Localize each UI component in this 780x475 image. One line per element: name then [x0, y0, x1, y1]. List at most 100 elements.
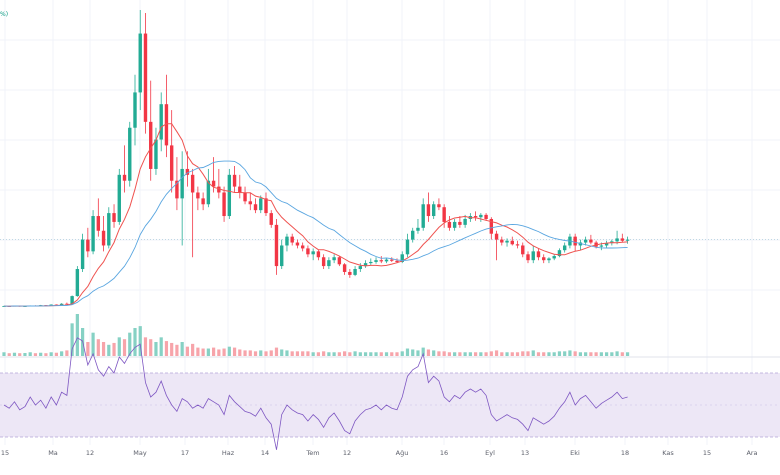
volume-bar — [217, 349, 221, 356]
candle-body — [458, 221, 462, 225]
volume-bar — [625, 352, 630, 356]
candle-body — [625, 239, 630, 241]
volume-bar — [274, 347, 279, 356]
candle-body — [54, 304, 59, 306]
candle-body — [573, 236, 577, 246]
volume-bar — [112, 342, 116, 356]
volume-bar — [474, 352, 478, 356]
candle-body — [421, 204, 425, 228]
volume-bar — [536, 352, 541, 356]
candle-body — [269, 213, 273, 225]
candle-body — [405, 239, 410, 255]
x-tick-label: 12 — [343, 449, 351, 457]
volume-bar — [269, 350, 273, 356]
volume-bar — [384, 352, 389, 356]
volume-bar — [185, 346, 189, 356]
candle-body — [547, 258, 551, 261]
candle-body — [107, 213, 111, 246]
volume-bar — [353, 351, 357, 356]
candle-body — [505, 240, 509, 243]
candle-body — [321, 257, 326, 267]
candle-body — [521, 245, 525, 255]
volume-bar — [7, 353, 11, 356]
candle-body — [348, 271, 352, 275]
volume-bar — [54, 352, 58, 356]
candle-body — [489, 218, 494, 234]
x-tick-label: Ağu — [396, 449, 409, 457]
candle-body — [190, 174, 195, 193]
volume-bar — [552, 352, 556, 356]
volume-bar — [379, 352, 383, 356]
x-tick-label: Tem — [305, 449, 319, 457]
volume-bar — [23, 353, 27, 356]
volume-bar — [494, 350, 499, 356]
candle-body — [353, 269, 357, 275]
x-tick-label: Haz — [222, 449, 235, 457]
candle-body — [154, 139, 158, 169]
volume-bar — [227, 346, 231, 356]
x-tick-label: 16 — [440, 449, 448, 457]
volume-bar — [400, 351, 404, 356]
volume-bar — [96, 339, 100, 356]
volume-bar — [175, 344, 179, 356]
volume-bar — [107, 344, 111, 356]
candle-body — [379, 260, 383, 262]
candle-body — [185, 168, 190, 175]
candle-body — [264, 198, 268, 214]
x-tick-label: 17 — [181, 449, 189, 457]
volume-bar — [75, 314, 79, 356]
volume-bar — [133, 328, 137, 356]
candle-body — [143, 33, 148, 122]
candles — [2, 10, 630, 307]
candle-body — [232, 174, 237, 187]
candle-body — [280, 245, 284, 267]
volume-bar — [563, 351, 567, 356]
volume-bar — [573, 351, 577, 356]
candle-body — [306, 248, 310, 255]
volume-bar — [416, 350, 420, 356]
candle-body — [589, 239, 593, 243]
volume-bar — [411, 349, 415, 356]
volume-bar — [44, 353, 48, 356]
x-tick-label: 15 — [703, 449, 711, 457]
volume-bar — [212, 347, 216, 356]
candle-body — [227, 174, 232, 217]
volume-bar — [164, 341, 169, 356]
candle-body — [211, 180, 216, 187]
volume-bar — [447, 352, 451, 356]
candle-body — [615, 238, 619, 242]
candle-body — [248, 201, 252, 205]
x-tick-label: 18 — [621, 449, 629, 457]
candle-body — [384, 259, 389, 262]
volume-bar — [547, 352, 551, 356]
candle-body — [583, 239, 588, 243]
volume-bar — [432, 350, 436, 356]
candle-body — [526, 254, 530, 261]
volume-bar — [301, 351, 305, 356]
candle-body — [222, 192, 226, 217]
candle-body — [243, 192, 247, 202]
volume-bar — [238, 349, 242, 356]
volume-bar — [33, 353, 38, 356]
candle-body — [342, 264, 347, 272]
candle-body — [620, 238, 625, 241]
x-tick-label: Eki — [570, 449, 580, 457]
candle-body — [390, 259, 394, 261]
candle-body — [300, 245, 305, 249]
volume-bar — [348, 352, 352, 356]
candle-body — [426, 204, 431, 217]
candle-body — [149, 121, 153, 169]
candle-body — [290, 236, 294, 243]
volume-bar — [589, 352, 593, 356]
percent-badge: %) — [0, 11, 8, 18]
candle-body — [437, 204, 441, 208]
volume-bar — [2, 352, 6, 356]
volume-bar — [117, 337, 121, 356]
volume-bar — [222, 348, 226, 356]
x-tick-label: 14 — [261, 449, 269, 457]
candle-body — [369, 261, 373, 264]
volume-bar — [337, 352, 341, 356]
volume-bar — [60, 351, 64, 356]
